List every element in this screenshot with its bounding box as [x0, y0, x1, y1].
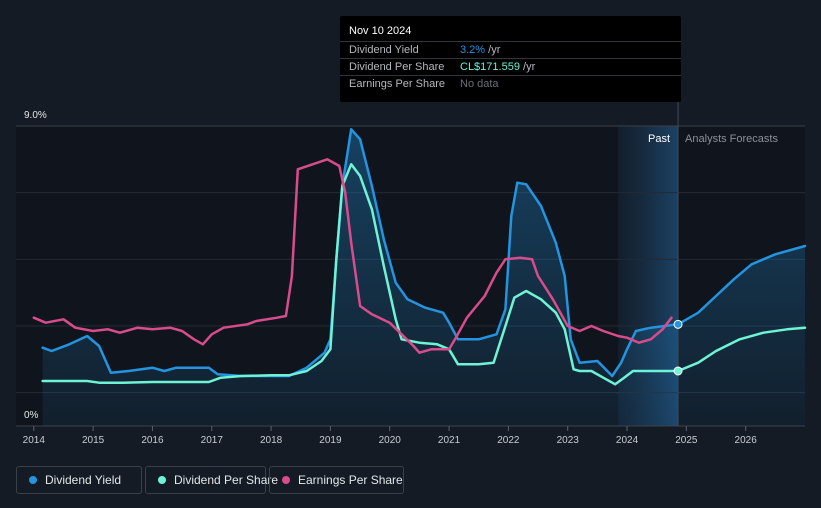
dividend-per-share-marker	[673, 366, 683, 376]
x-tick-label: 2014	[23, 435, 46, 446]
y-axis-label-top: 9.0%	[24, 110, 47, 121]
x-tick-label: 2019	[319, 435, 342, 446]
x-tick-label: 2017	[201, 435, 224, 446]
earnings-per-share-line	[32, 158, 673, 354]
dividend-yield-area	[42, 129, 805, 427]
x-tick-label: 2022	[497, 435, 520, 446]
x-tick-label: 2016	[141, 435, 164, 446]
x-tick-label: 2025	[675, 435, 698, 446]
x-tick-label: 2021	[438, 435, 461, 446]
x-tick-label: 2015	[82, 435, 105, 446]
dividend-yield-line	[41, 128, 807, 378]
legend-dividend-per-share[interactable]: Dividend Per Share	[145, 466, 278, 494]
x-tick-label: 2018	[260, 435, 283, 446]
legend-dot-icon	[282, 476, 290, 484]
x-tick-label: 2026	[735, 435, 758, 446]
series-layer	[32, 128, 807, 427]
x-tick-label: 2024	[616, 435, 639, 446]
x-axis: 2014 2015 2016 2017 2018 2019 2020 2021 2022 2023…	[23, 426, 758, 446]
dividend-yield-marker	[673, 319, 683, 329]
tooltip-row-earnings-per-share: Earnings Per Share No data	[340, 75, 681, 93]
legend-label: Earnings Per Share	[298, 473, 403, 487]
tooltip-label: Dividend Yield	[349, 44, 419, 56]
analysts-forecasts-label: Analysts Forecasts	[685, 133, 778, 145]
tooltip-row-dividend-per-share: Dividend Per Share CL$171.559 /yr	[340, 58, 681, 76]
tooltip-value: 3.2% /yr	[460, 44, 501, 56]
tooltip-label: Earnings Per Share	[349, 78, 445, 90]
tooltip-row-dividend-yield: Dividend Yield 3.2% /yr	[340, 41, 681, 59]
legend-label: Dividend Per Share	[174, 473, 279, 487]
y-axis-label-zero: 0%	[24, 410, 39, 421]
hover-tooltip: Nov 10 2024 Dividend Yield 3.2% /yr Divi…	[340, 16, 681, 102]
x-tick-label: 2023	[557, 435, 580, 446]
legend-dividend-yield[interactable]: Dividend Yield	[16, 466, 142, 494]
marker-layer	[673, 319, 683, 376]
tooltip-value: CL$171.559 /yr	[460, 61, 536, 73]
legend-dot-icon	[158, 476, 166, 484]
tooltip-date: Nov 10 2024	[349, 25, 412, 37]
tooltip-label: Dividend Per Share	[349, 61, 445, 73]
legend-earnings-per-share[interactable]: Earnings Per Share	[269, 466, 404, 494]
legend-dot-icon	[29, 476, 37, 484]
past-label: Past	[648, 133, 670, 145]
legend-label: Dividend Yield	[45, 473, 122, 487]
x-tick-label: 2020	[379, 435, 402, 446]
dividend-per-share-line	[41, 163, 807, 386]
tooltip-value: No data	[460, 78, 499, 90]
